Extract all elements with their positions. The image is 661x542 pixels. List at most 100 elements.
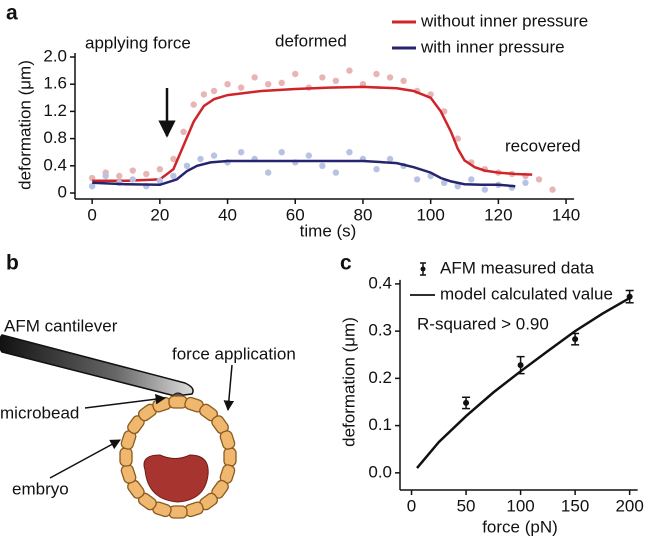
- scatter-point: [237, 149, 245, 156]
- scatter-point: [319, 162, 326, 169]
- scatter-point: [197, 155, 204, 163]
- y-tick-label: 2.0: [43, 46, 67, 65]
- arrow: [84, 393, 167, 409]
- scatter-point: [319, 74, 326, 81]
- scatter-point: [373, 70, 380, 78]
- diagram: b AFM cantilever force application micro…: [0, 252, 296, 519]
- cantilever: [0, 334, 194, 397]
- scatter-point: [102, 172, 109, 180]
- x-tick-label: 200: [615, 496, 643, 515]
- y-tick-label: 1.6: [43, 74, 67, 93]
- scatter-point: [292, 70, 299, 78]
- y-tick-label: 0: [58, 182, 67, 201]
- arrow: [49, 439, 121, 479]
- x-tick-label: 0: [87, 205, 96, 224]
- scatter-point: [170, 172, 177, 180]
- x-tick-label: 140: [552, 205, 580, 224]
- scatter-point: [210, 152, 218, 159]
- scatter-point: [237, 84, 245, 91]
- scatter-point: [535, 176, 543, 183]
- scatter-point: [170, 155, 177, 163]
- panel-letter: a: [6, 2, 18, 25]
- scatter-point: [143, 170, 150, 178]
- scatter-point: [386, 74, 394, 81]
- scatter-point: [264, 169, 272, 176]
- cell: [219, 430, 236, 450]
- scatter-point: [346, 149, 353, 156]
- scatter-point: [278, 149, 285, 156]
- x-tick-label: 60: [286, 205, 305, 224]
- scatter-point: [332, 169, 340, 176]
- diagram-label: embryo: [12, 479, 69, 498]
- legend-label: without inner pressure: [420, 11, 588, 30]
- x-tick-label: 80: [354, 205, 373, 224]
- scatter-point: [468, 176, 475, 183]
- embryo-cells: [119, 395, 237, 519]
- scatter-point: [400, 77, 407, 85]
- annotation: applying force: [85, 33, 191, 52]
- scatter-point: [88, 183, 96, 190]
- arrow: [223, 364, 235, 412]
- y-tick-label: 0.0: [368, 462, 392, 481]
- scatter-point: [156, 177, 164, 184]
- scatter-point: [346, 67, 353, 74]
- x-tick-label: 0: [407, 496, 416, 515]
- legend-label: model calculated value: [440, 284, 613, 303]
- scatter-point: [481, 186, 489, 193]
- y-tick-label: 0.2: [368, 368, 392, 387]
- panel-letter: b: [6, 252, 19, 275]
- y-tick-label: 0.1: [368, 415, 392, 434]
- cell: [119, 447, 133, 467]
- x-axis-label: force (pN): [482, 517, 558, 536]
- y-tick-label: 0.8: [43, 128, 67, 147]
- cell: [120, 464, 137, 484]
- x-tick-label: 20: [150, 205, 169, 224]
- y-axis-label: deformation (μm): [15, 60, 34, 190]
- scatter-point: [441, 179, 448, 186]
- scatter-point: [200, 91, 208, 98]
- x-tick-label: 100: [506, 496, 534, 515]
- x-tick-label: 100: [416, 205, 444, 224]
- y-tick-label: 0.4: [368, 273, 392, 292]
- scatter-point: [522, 179, 529, 186]
- series-line: [416, 297, 631, 469]
- cell: [223, 447, 237, 467]
- scatter-point: [156, 166, 164, 173]
- y-tick-label: 1.2: [43, 101, 67, 120]
- scatter-point: [129, 167, 136, 174]
- y-tick-label: 0.3: [368, 321, 392, 340]
- x-axis-label: time (s): [300, 221, 357, 240]
- annotation: R-squared > 0.90: [417, 314, 549, 333]
- scatter-point: [549, 186, 556, 193]
- data-point: [572, 336, 579, 343]
- inner-mass: [143, 454, 209, 503]
- data-point: [517, 362, 524, 369]
- legend-label: AFM measured data: [440, 258, 595, 277]
- data-point: [463, 399, 470, 406]
- scatter-point: [210, 87, 218, 95]
- legend-swatch: [420, 266, 426, 272]
- scatter-point: [305, 152, 313, 159]
- scatter-point: [251, 74, 258, 81]
- diagram-label: force application: [172, 344, 296, 363]
- panel-letter: c: [340, 252, 352, 275]
- scatter-point: [190, 101, 197, 108]
- annotation: deformed: [275, 31, 347, 50]
- cell: [168, 505, 188, 519]
- cell: [168, 395, 188, 409]
- legend-label: with inner pressure: [420, 37, 565, 56]
- scatter-point: [278, 79, 285, 87]
- series-line: [92, 159, 516, 188]
- scatter-point: [454, 135, 461, 142]
- diagram-label: AFM cantilever: [4, 316, 118, 335]
- scatter-point: [264, 81, 272, 88]
- scatter-point: [180, 128, 187, 135]
- x-tick-label: 150: [561, 496, 589, 515]
- scatter-point: [413, 176, 421, 183]
- x-tick-label: 120: [484, 205, 512, 224]
- scatter-point: [116, 172, 123, 180]
- x-tick-label: 40: [218, 205, 237, 224]
- y-axis-label: deformation (μm): [339, 317, 358, 447]
- diagram-label: microbead: [0, 403, 79, 422]
